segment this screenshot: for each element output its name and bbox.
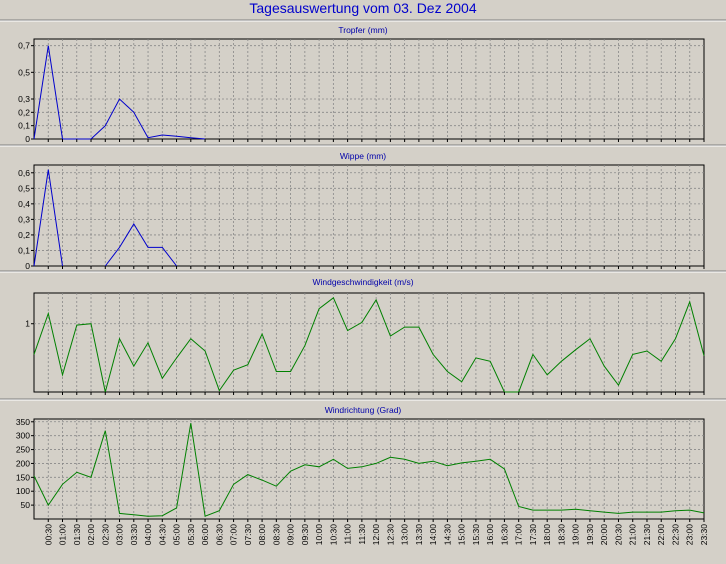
- x-tick-label: 06:00: [200, 524, 210, 546]
- x-tick-label: 09:30: [300, 524, 310, 546]
- x-tick-label: 06:30: [214, 524, 224, 546]
- page-title: Tagesauswertung vom 03. Dez 2004: [249, 0, 477, 16]
- panel-title: Wippe (mm): [340, 151, 386, 161]
- plot-frame: [33, 418, 705, 520]
- x-tick-label: 07:00: [229, 524, 239, 546]
- x-tick-label: 15:30: [471, 524, 481, 546]
- x-tick-label: 10:00: [314, 524, 324, 546]
- y-tick-label: 350: [16, 417, 30, 427]
- x-tick-label: 19:00: [571, 524, 581, 546]
- x-tick-label: 23:00: [685, 524, 695, 546]
- x-tick-label: 13:30: [414, 524, 424, 546]
- x-tick-label: 22:30: [671, 524, 681, 546]
- y-tick-label: 1: [25, 319, 30, 329]
- y-tick-label: 0,5: [18, 67, 30, 77]
- x-tick-label: 03:30: [129, 524, 139, 546]
- series-line: [33, 423, 705, 517]
- y-tick-label: 300: [16, 431, 30, 441]
- x-tick-label: 21:30: [642, 524, 652, 546]
- x-tick-label: 05:30: [186, 524, 196, 546]
- x-tick-label: 02:00: [86, 524, 96, 546]
- panel-3: Windgeschwindigkeit (m/s) 1: [0, 270, 726, 395]
- x-tick-label: 11:30: [357, 524, 367, 545]
- x-tick-label: 03:00: [115, 524, 125, 546]
- x-tick-label: 01:30: [72, 524, 82, 546]
- x-tick-label: 19:30: [585, 524, 595, 546]
- panel-1: Tropfer (mm) 0 0,1 0,2 0,3 0,5 0,7: [0, 19, 726, 144]
- panel-title: Tropfer (mm): [338, 25, 387, 35]
- y-tick-label: 0: [25, 261, 30, 271]
- y-tick-label: 0,1: [18, 245, 30, 255]
- x-tick-label: 20:30: [614, 524, 624, 546]
- x-tick-label: 17:00: [514, 524, 524, 546]
- y-tick-label: 200: [16, 458, 30, 468]
- x-tick-label: 17:30: [528, 524, 538, 546]
- x-tick-label: 11:00: [343, 524, 353, 545]
- x-tick-label: 07:30: [243, 524, 253, 546]
- x-tick-label: 15:00: [457, 524, 467, 546]
- y-tick-label: 0,6: [18, 168, 30, 178]
- series-line: [104, 223, 177, 267]
- y-tick-label: 0,2: [18, 230, 30, 240]
- x-tick-label: 13:00: [400, 524, 410, 546]
- x-tick-label: 04:30: [157, 524, 167, 546]
- x-tick-label: 00:30: [43, 524, 53, 546]
- x-tick-label: 14:30: [442, 524, 452, 546]
- x-tick-label: 01:00: [58, 524, 68, 546]
- x-tick-label: 08:30: [271, 524, 281, 546]
- panel-2: Wippe (mm) 0 0,1 0,2 0,3 0,4 0,5 0,6: [0, 144, 726, 271]
- x-tick-label: 04:00: [143, 524, 153, 546]
- x-tick-label: 08:00: [257, 524, 267, 546]
- y-tick-label: 0,3: [18, 94, 30, 104]
- x-tick-label: 23:30: [699, 524, 709, 546]
- x-tick-label: 16:30: [499, 524, 509, 546]
- x-tick-label: 16:00: [485, 524, 495, 546]
- y-tick-label: 0,4: [18, 199, 30, 209]
- x-tick-label: 18:30: [556, 524, 566, 546]
- plot-frame: [33, 292, 705, 393]
- series-line: [33, 297, 705, 393]
- y-tick-label: 0,5: [18, 183, 30, 193]
- plot-frame: [33, 164, 705, 267]
- x-tick-label: 12:30: [385, 524, 395, 546]
- panel-4: Windrichtung (Grad) 50 100 150 200 250 300 350: [0, 398, 726, 522]
- x-tick-label: 05:00: [172, 524, 182, 546]
- x-tick-label: 20:00: [599, 524, 609, 546]
- x-tick-label: 18:00: [542, 524, 552, 546]
- panel-title: Windrichtung (Grad): [325, 405, 402, 415]
- y-tick-label: 0,2: [18, 107, 30, 117]
- series-line: [33, 169, 63, 267]
- x-tick-label: 12:00: [371, 524, 381, 546]
- x-tick-label: 14:00: [428, 524, 438, 546]
- y-tick-label: 0,1: [18, 121, 30, 131]
- y-tick-label: 250: [16, 445, 30, 455]
- x-tick-label: 09:00: [286, 524, 296, 546]
- x-tick-label: 21:00: [628, 524, 638, 546]
- y-tick-label: 100: [16, 486, 30, 496]
- y-tick-label: 150: [16, 472, 30, 482]
- y-tick-label: 0,7: [18, 41, 30, 51]
- plot-frame: [33, 38, 705, 140]
- y-tick-label: 0,3: [18, 214, 30, 224]
- x-tick-label: 10:30: [328, 524, 338, 546]
- panel-title: Windgeschwindigkeit (m/s): [312, 277, 413, 287]
- x-tick-label: 02:30: [100, 524, 110, 546]
- y-tick-label: 0: [25, 134, 30, 144]
- x-tick-label: 22:00: [656, 524, 666, 546]
- y-tick-label: 50: [21, 500, 31, 510]
